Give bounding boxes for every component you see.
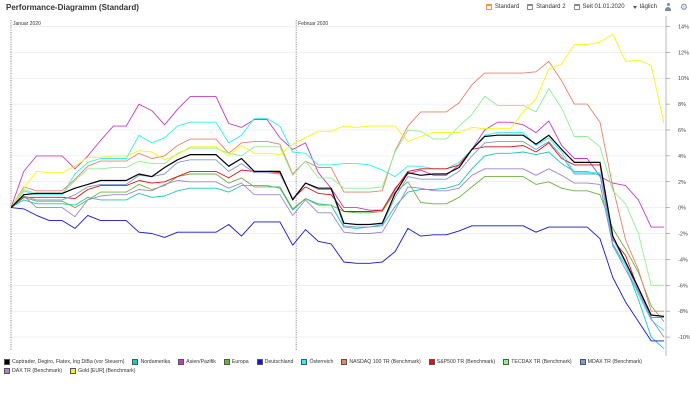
legend-item[interactable]: Gold [EUR] (Benchmark)	[70, 368, 135, 374]
legend-label: Europa	[231, 359, 249, 365]
legend-label: Österreich	[309, 359, 334, 365]
legend-item[interactable]: TECDAX TR (Benchmark)	[503, 359, 572, 365]
month-marker-label: Februar 2020	[298, 21, 328, 27]
legend-label: TECDAX TR (Benchmark)	[511, 359, 572, 365]
series-line	[10, 207, 664, 342]
legend-label: S&P500 TR (Benchmark)	[436, 359, 496, 365]
series-line	[10, 117, 665, 331]
legend-swatch	[428, 359, 435, 365]
legend-item[interactable]: Deutschland	[256, 359, 294, 365]
series-line	[10, 88, 664, 286]
legend-swatch	[341, 359, 348, 365]
legend-label: Nordamerika	[140, 359, 171, 365]
y-tick-label: 6%	[678, 128, 686, 134]
chart-title: Performance-Diagramm (Standard)	[6, 3, 139, 12]
legend-label: Deutschland	[264, 359, 294, 365]
legend-item[interactable]: S&P500 TR (Benchmark)	[428, 359, 496, 365]
series-line	[10, 95, 664, 228]
calendar-icon	[527, 4, 534, 10]
legend-item[interactable]: Österreich	[301, 359, 333, 365]
y-tick-label: -10%	[678, 335, 690, 341]
user-icon[interactable]	[665, 3, 672, 11]
y-tick-label: -4%	[678, 257, 688, 263]
period-selector[interactable]: Seit 01.01.2020	[573, 4, 625, 10]
chart-toolbar: Standard Standard 2 Seit 01.01.2020 tägl…	[485, 2, 688, 12]
legend-item[interactable]: Europa	[223, 359, 249, 365]
view-standard-label: Standard	[494, 4, 520, 10]
legend-label: MDAX TR (Benchmark)	[587, 359, 643, 365]
calendar-icon	[573, 4, 580, 10]
view-standard-selector[interactable]: Standard	[485, 4, 520, 10]
legend-swatch	[223, 359, 230, 365]
view-standard2-selector[interactable]: Standard 2	[527, 4, 566, 10]
y-tick-label: 12%	[678, 50, 689, 56]
y-tick-label: 8%	[678, 102, 686, 108]
legend-swatch	[256, 359, 263, 365]
legend-label: DAX TR (Benchmark)	[12, 368, 63, 374]
interval-selector[interactable]: täglich	[632, 4, 657, 10]
legend-swatch	[70, 368, 77, 374]
y-tick-label: 0%	[678, 206, 686, 212]
legend-swatch	[579, 359, 586, 365]
legend-label: NASDAQ 100 TR (Benchmark)	[349, 359, 421, 365]
series-line	[10, 33, 665, 208]
y-tick-label: 14%	[678, 24, 689, 30]
chevron-down-icon	[632, 5, 637, 9]
legend-label: Gold [EUR] (Benchmark)	[78, 368, 136, 374]
calendar-icon	[485, 4, 492, 10]
legend-item[interactable]: DAX TR (Benchmark)	[4, 368, 62, 374]
series-line	[10, 151, 665, 350]
gear-icon[interactable]: ⚙	[679, 2, 688, 12]
y-tick-label: -2%	[678, 232, 688, 238]
series-line	[10, 173, 665, 322]
chart-legend: Captrader, Degiro, Flatex, Ing DiBa (vor…	[4, 359, 644, 374]
series-line	[10, 141, 664, 319]
view-standard2-label: Standard 2	[536, 4, 566, 10]
legend-swatch	[4, 359, 10, 365]
y-tick-label: 10%	[678, 76, 689, 82]
legend-swatch	[178, 359, 185, 365]
month-marker-label: Januar 2020	[13, 21, 41, 27]
legend-item[interactable]: Captrader, Degiro, Flatex, Ing DiBa (vor…	[4, 359, 124, 365]
legend-swatch	[301, 359, 308, 365]
series-line	[10, 134, 665, 317]
legend-label: Asien/Pazifik	[186, 359, 216, 365]
legend-swatch	[132, 359, 139, 365]
legend-item[interactable]: MDAX TR (Benchmark)	[579, 359, 643, 365]
series-line	[10, 142, 664, 319]
legend-label: Captrader, Degiro, Flatex, Ing DiBa (vor…	[12, 359, 125, 365]
interval-label: täglich	[639, 4, 657, 10]
series-line	[10, 60, 664, 312]
series-line	[10, 168, 665, 338]
legend-swatch	[4, 368, 10, 374]
legend-item[interactable]: Nordamerika	[132, 359, 170, 365]
legend-item[interactable]: Asien/Pazifik	[178, 359, 216, 365]
y-tick-label: -6%	[678, 283, 688, 289]
period-label: Seit 01.01.2020	[582, 4, 625, 10]
legend-swatch	[503, 359, 510, 365]
legend-item[interactable]: NASDAQ 100 TR (Benchmark)	[341, 359, 421, 365]
y-tick-label: 4%	[678, 154, 686, 160]
y-tick-label: 2%	[678, 180, 686, 186]
y-tick-label: -8%	[678, 309, 688, 315]
